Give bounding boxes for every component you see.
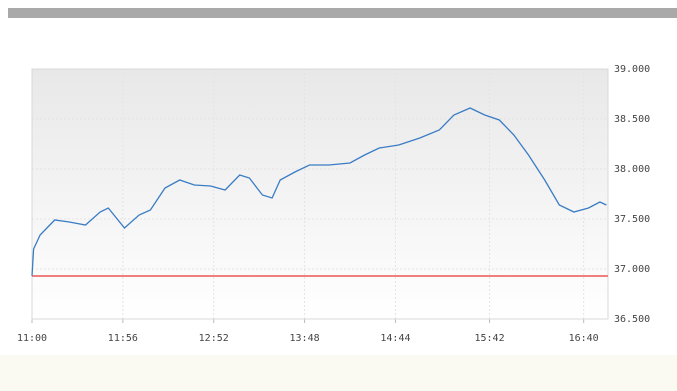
x-tick-label: 14:44 bbox=[380, 333, 410, 344]
plot-background bbox=[32, 69, 608, 319]
x-tick-label: 15:42 bbox=[475, 333, 505, 344]
y-tick-label: 36.500 bbox=[614, 314, 650, 325]
y-tick-label: 37.500 bbox=[614, 214, 650, 225]
y-tick-label: 39.000 bbox=[614, 64, 650, 75]
x-tick-label: 12:52 bbox=[199, 333, 229, 344]
price-line bbox=[31, 107, 607, 277]
top-bar bbox=[8, 8, 677, 18]
footer-band bbox=[0, 355, 677, 391]
x-tick-label: 11:00 bbox=[17, 333, 47, 344]
x-tick-label: 13:48 bbox=[290, 333, 320, 344]
y-tick-label: 37.000 bbox=[614, 264, 650, 275]
y-tick-label: 38.500 bbox=[614, 114, 650, 125]
x-tick-label: 11:56 bbox=[108, 333, 138, 344]
x-tick-label: 16:40 bbox=[569, 333, 599, 344]
plot-border bbox=[31, 68, 609, 320]
y-tick-label: 38.000 bbox=[614, 164, 650, 175]
